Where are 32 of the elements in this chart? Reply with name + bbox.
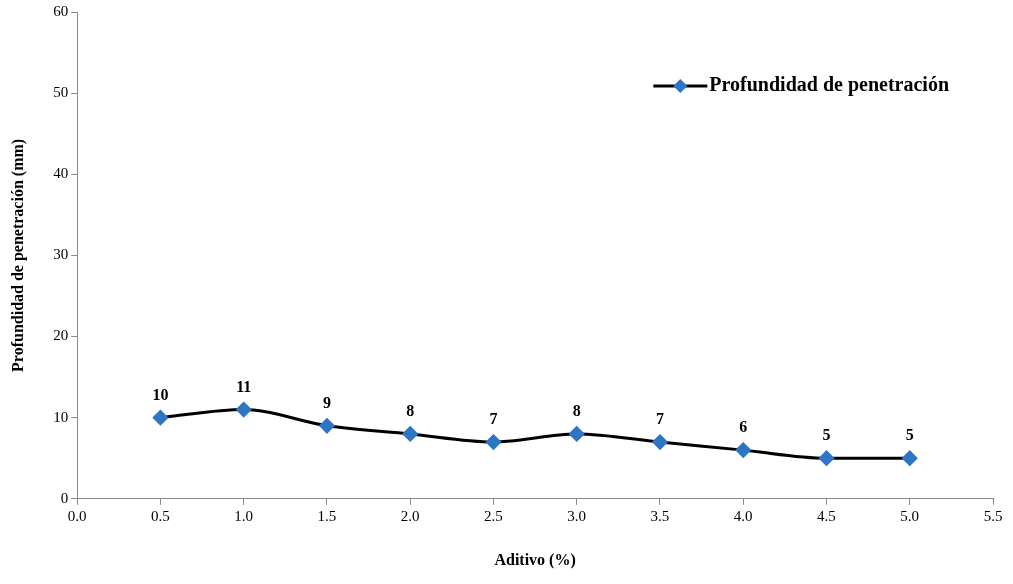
data-label: 8	[572, 402, 581, 420]
x-tick-label: 4.5	[817, 507, 836, 524]
y-tick-label: 50	[53, 84, 69, 101]
x-tick-label: 1.0	[234, 507, 254, 524]
x-tick-label: 3.0	[567, 507, 587, 524]
y-tick-label: 60	[53, 2, 69, 19]
x-tick-label: 3.5	[650, 507, 670, 524]
data-label: 10	[152, 385, 169, 403]
data-label: 7	[489, 410, 498, 428]
y-tick-label: 10	[53, 408, 69, 425]
y-tick-label: 0	[60, 489, 69, 506]
data-label: 6	[739, 418, 748, 436]
data-label: 5	[822, 426, 831, 444]
data-label: 11	[236, 377, 252, 395]
y-tick-label: 30	[53, 246, 69, 263]
x-tick-label: 4.0	[733, 507, 753, 524]
y-axis-title: Profundidad de penetración (mm)	[8, 138, 27, 372]
x-tick-label: 2.5	[484, 507, 503, 524]
x-tick-label: 5.5	[983, 507, 1003, 524]
data-label: 7	[655, 410, 664, 428]
x-axis-title: Aditivo (%)	[494, 550, 576, 569]
x-tick-label: 1.5	[317, 507, 337, 524]
legend-label: Profundidad de penetración	[709, 73, 950, 97]
y-tick-label: 20	[53, 327, 69, 344]
x-tick-label: 0.5	[151, 507, 170, 524]
data-label: 9	[322, 393, 331, 411]
x-tick-label: 5.0	[900, 507, 920, 524]
x-tick-label: 2.0	[400, 507, 420, 524]
y-tick-label: 40	[53, 165, 69, 182]
x-tick-label: 0.0	[67, 507, 87, 524]
data-label: 8	[406, 402, 415, 420]
data-label: 5	[905, 426, 914, 444]
